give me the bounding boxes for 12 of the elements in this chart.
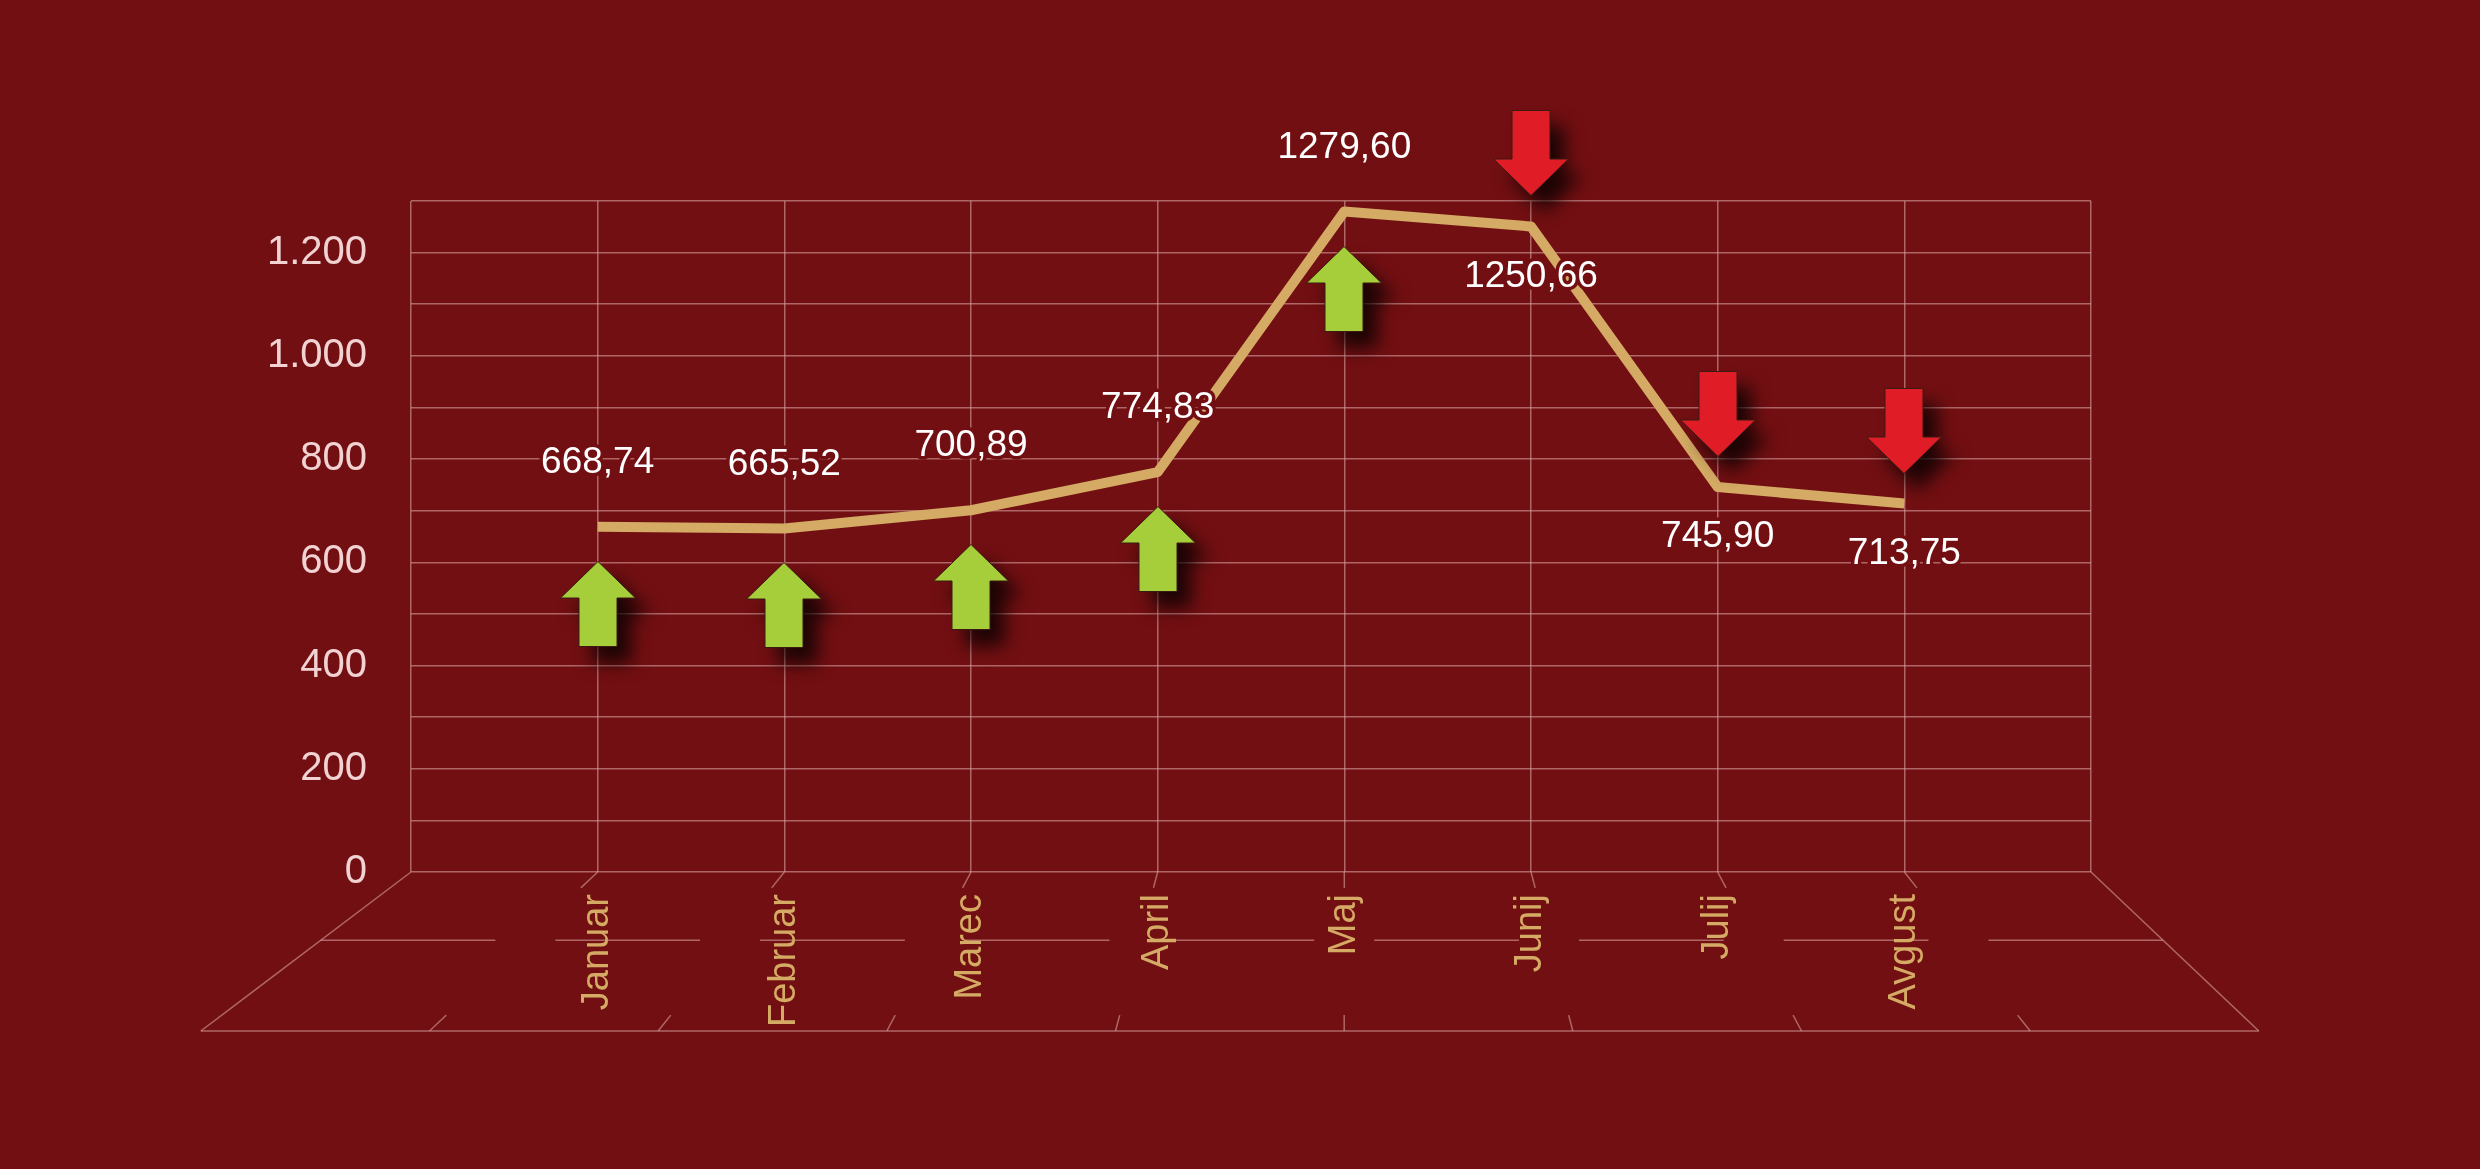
data-label: 713,75 bbox=[1847, 530, 1961, 572]
data-label: 1279,60 bbox=[1277, 124, 1412, 166]
data-label: 668,74 bbox=[541, 440, 655, 482]
y-tick-label: 600 bbox=[300, 537, 367, 582]
data-label: 665,52 bbox=[727, 441, 841, 483]
y-tick-label: 400 bbox=[300, 640, 367, 685]
y-tick-label: 800 bbox=[300, 434, 367, 479]
data-label: 700,89 bbox=[914, 423, 1028, 465]
y-tick-label: 200 bbox=[300, 743, 367, 788]
data-label: 745,90 bbox=[1661, 514, 1775, 556]
y-tick-label: 1.000 bbox=[266, 330, 367, 375]
y-tick-label: 1.200 bbox=[266, 227, 367, 272]
